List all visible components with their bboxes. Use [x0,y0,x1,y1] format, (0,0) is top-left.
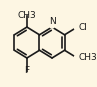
Text: CH3: CH3 [18,11,36,20]
Circle shape [74,54,82,62]
Circle shape [23,7,31,15]
Text: N: N [49,17,55,26]
Text: Cl: Cl [78,23,87,32]
Circle shape [74,23,82,31]
Circle shape [24,73,29,78]
Circle shape [50,23,54,28]
Text: CH3: CH3 [78,54,97,62]
Text: F: F [24,66,29,75]
